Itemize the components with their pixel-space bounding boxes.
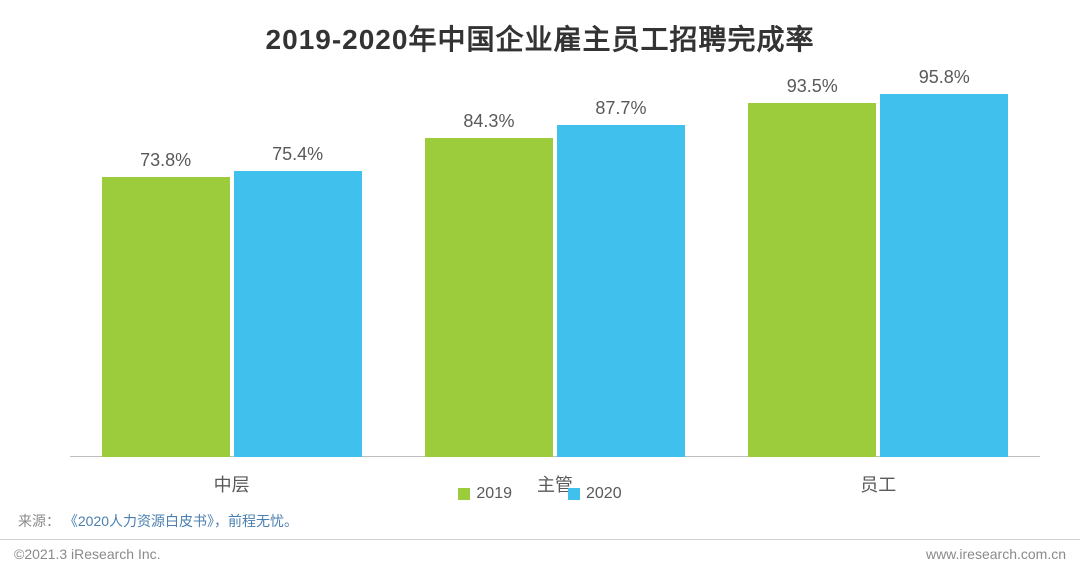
chart-container: 2019-2020年中国企业雇主员工招聘完成率 73.8%75.4%中层84.3…	[0, 0, 1080, 567]
plot-area: 73.8%75.4%中层84.3%87.7%主管93.5%95.8%员工	[70, 78, 1040, 457]
bar: 93.5%	[748, 103, 876, 457]
bar: 95.8%	[880, 94, 1008, 457]
legend: 2019 2020	[0, 485, 1080, 505]
source-prefix: 来源：	[18, 513, 60, 529]
footer: ©2021.3 iResearch Inc. www.iresearch.com…	[0, 539, 1080, 567]
legend-swatch	[568, 488, 580, 500]
bar-value-label: 95.8%	[880, 67, 1008, 88]
legend-item: 2020	[568, 485, 622, 503]
footer-url: www.iresearch.com.cn	[926, 546, 1066, 562]
bar-value-label: 73.8%	[102, 150, 230, 171]
bar-value-label: 84.3%	[425, 111, 553, 132]
legend-item: 2019	[458, 485, 512, 503]
legend-label: 2020	[586, 485, 622, 503]
bar: 84.3%	[425, 138, 553, 457]
bar-value-label: 93.5%	[748, 76, 876, 97]
bar-group: 73.8%75.4%中层	[70, 78, 393, 457]
source-text: 《2020人力资源白皮书》，前程无忧。	[64, 513, 298, 529]
source-line: 来源： 《2020人力资源白皮书》，前程无忧。	[18, 511, 298, 531]
bar: 87.7%	[557, 125, 685, 457]
bar-value-label: 75.4%	[234, 144, 362, 165]
bar: 73.8%	[102, 177, 230, 457]
legend-swatch	[458, 488, 470, 500]
bar-group: 84.3%87.7%主管	[393, 78, 716, 457]
chart-title: 2019-2020年中国企业雇主员工招聘完成率	[0, 0, 1080, 58]
footer-copyright: ©2021.3 iResearch Inc.	[14, 546, 161, 562]
legend-label: 2019	[476, 485, 512, 503]
bar-group: 93.5%95.8%员工	[717, 78, 1040, 457]
bar-value-label: 87.7%	[557, 98, 685, 119]
bar: 75.4%	[234, 171, 362, 457]
